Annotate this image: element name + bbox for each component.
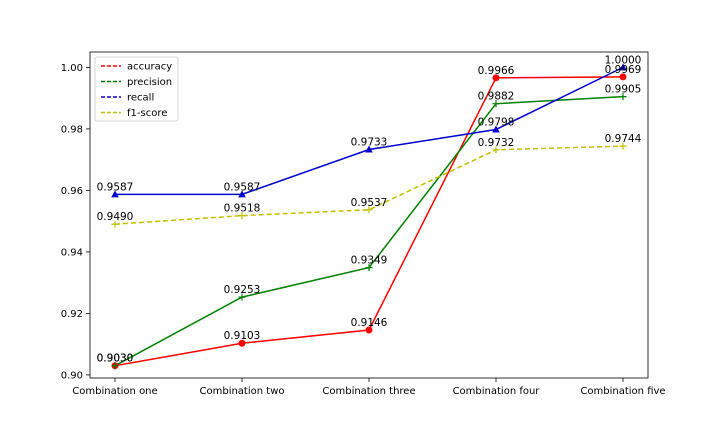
data-point-accuracy bbox=[619, 73, 627, 81]
data-point-f1-score bbox=[111, 220, 119, 228]
data-point-precision bbox=[238, 293, 246, 301]
data-label-f1-score: 0.9537 bbox=[351, 197, 388, 209]
data-label-precision: 0.9030 bbox=[97, 353, 134, 365]
data-label-recall: 1.0000 bbox=[605, 54, 642, 66]
data-point-recall bbox=[238, 190, 246, 198]
data-label-recall: 0.9587 bbox=[97, 181, 134, 193]
data-label-accuracy: 0.9966 bbox=[478, 65, 515, 77]
x-tick-label: Combination two bbox=[200, 386, 285, 397]
series-markers bbox=[111, 63, 627, 370]
data-point-accuracy bbox=[365, 326, 373, 334]
x-tick-label: Combination three bbox=[322, 386, 415, 397]
data-point-recall bbox=[619, 63, 627, 71]
data-label-recall: 0.9733 bbox=[351, 136, 388, 148]
data-point-precision bbox=[492, 100, 500, 108]
y-tick-label: 0.96 bbox=[61, 186, 83, 197]
data-point-accuracy bbox=[492, 74, 500, 82]
data-label-f1-score: 0.9732 bbox=[478, 137, 515, 149]
x-tick-label: Combination one bbox=[72, 386, 157, 397]
data-point-recall bbox=[492, 125, 500, 133]
y-tick-label: 1.00 bbox=[61, 63, 83, 74]
data-point-f1-score bbox=[619, 142, 627, 150]
x-tick-label: Combination five bbox=[580, 386, 665, 397]
y-tick-label: 0.92 bbox=[61, 309, 83, 320]
data-label-accuracy: 0.9030 bbox=[97, 353, 134, 365]
data-label-recall: 0.9798 bbox=[478, 117, 515, 129]
y-tick-label: 0.94 bbox=[61, 247, 83, 258]
data-label-precision: 0.9905 bbox=[605, 84, 642, 96]
data-label-accuracy: 0.9103 bbox=[224, 330, 261, 342]
data-point-f1-score bbox=[365, 206, 373, 214]
data-point-precision bbox=[619, 93, 627, 101]
data-label-precision: 0.9349 bbox=[351, 255, 388, 267]
x-axis: Combination one Combination two Combinatio… bbox=[72, 378, 666, 397]
y-tick-label: 0.98 bbox=[61, 124, 83, 135]
data-point-f1-score bbox=[492, 146, 500, 154]
data-label-precision: 0.9882 bbox=[478, 91, 515, 103]
data-label-f1-score: 0.9490 bbox=[97, 211, 134, 223]
legend-box bbox=[94, 56, 179, 122]
legend-label-f1-score: f1-score bbox=[127, 108, 167, 119]
data-point-precision bbox=[111, 362, 119, 370]
x-tick-label: Combination four bbox=[453, 386, 541, 397]
data-point-accuracy bbox=[238, 339, 246, 347]
series-line-f1-score bbox=[114, 145, 624, 225]
data-label-precision: 0.9253 bbox=[224, 284, 261, 296]
data-point-f1-score bbox=[238, 212, 246, 220]
plot-area bbox=[89, 51, 649, 379]
data-label-accuracy: 0.9146 bbox=[351, 317, 388, 329]
legend-label-recall: recall bbox=[127, 93, 154, 104]
y-axis: 0.90 0.92 0.94 0.96 0.98 1.00 bbox=[61, 63, 90, 381]
data-label-f1-score: 0.9744 bbox=[605, 133, 642, 145]
data-point-recall bbox=[111, 190, 119, 198]
y-tick-label: 0.90 bbox=[61, 370, 83, 381]
legend-label-accuracy: accuracy bbox=[127, 62, 172, 73]
data-point-recall bbox=[365, 145, 373, 153]
legend-label-precision: precision bbox=[127, 77, 172, 88]
data-label-recall: 0.9587 bbox=[224, 181, 261, 193]
data-label-accuracy: 0.9969 bbox=[605, 64, 642, 76]
legend: accuracy precision recall f1-score bbox=[94, 56, 179, 122]
data-label-f1-score: 0.9518 bbox=[224, 203, 261, 215]
data-point-precision bbox=[365, 264, 373, 272]
